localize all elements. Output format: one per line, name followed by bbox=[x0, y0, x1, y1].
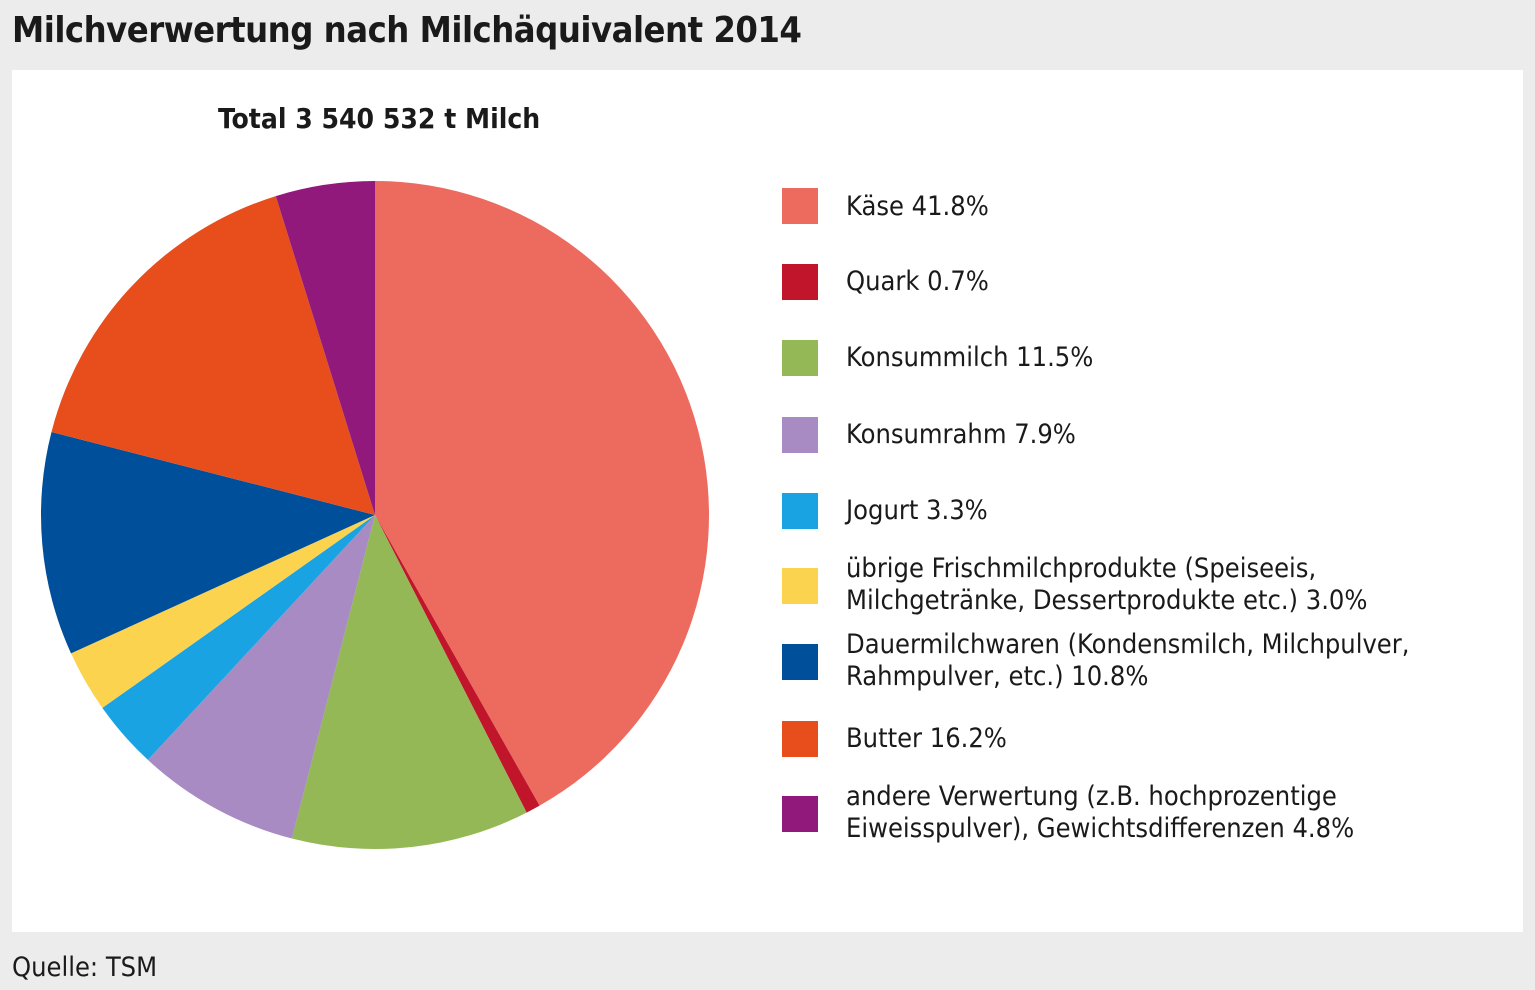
legend-label: Konsumrahm 7.9% bbox=[846, 419, 1076, 450]
legend-swatch bbox=[782, 340, 818, 376]
pie-slice-0 bbox=[375, 181, 710, 806]
source-note: Quelle: TSM bbox=[12, 952, 158, 983]
legend-label: Butter 16.2% bbox=[846, 723, 1007, 754]
legend-swatch bbox=[782, 264, 818, 300]
pie-slice-6 bbox=[40, 431, 375, 654]
pie-slice-3 bbox=[147, 515, 375, 839]
legend-label: andere Verwertung (z.B. hochprozentige E… bbox=[846, 781, 1355, 844]
pie-slice-1 bbox=[375, 515, 540, 813]
legend-swatch bbox=[782, 188, 818, 224]
chart-title: Milchverwertung nach Milchäquivalent 201… bbox=[12, 10, 802, 51]
legend-label: Dauermilchwaren (Kondensmilch, Milchpulv… bbox=[846, 629, 1410, 692]
legend-label: Quark 0.7% bbox=[846, 266, 989, 297]
legend-label: übrige Frischmilchprodukte (Speiseeis, M… bbox=[846, 553, 1368, 616]
legend-swatch bbox=[782, 644, 818, 680]
pie-slice-5 bbox=[71, 515, 376, 708]
pie-slice-4 bbox=[102, 515, 376, 760]
legend-swatch bbox=[782, 493, 818, 529]
chart-panel: Total 3 540 532 t Milch Käse 41.8% Quark … bbox=[12, 70, 1523, 932]
legend-swatch bbox=[782, 721, 818, 757]
pie-slice-8 bbox=[275, 181, 375, 515]
legend-label: Konsummilch 11.5% bbox=[846, 342, 1094, 373]
legend-swatch bbox=[782, 568, 818, 604]
pie-slice-7 bbox=[51, 196, 375, 515]
pie-slice-2 bbox=[291, 515, 527, 849]
pie-chart bbox=[40, 181, 710, 849]
legend-swatch bbox=[782, 417, 818, 453]
legend-label: Jogurt 3.3% bbox=[846, 495, 988, 526]
legend-swatch bbox=[782, 796, 818, 832]
chart-subtitle: Total 3 540 532 t Milch bbox=[218, 102, 541, 135]
legend-label: Käse 41.8% bbox=[846, 191, 989, 222]
